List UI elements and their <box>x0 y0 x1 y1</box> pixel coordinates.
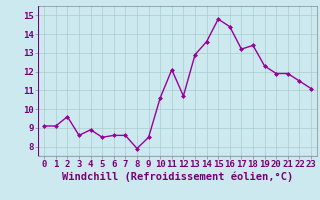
X-axis label: Windchill (Refroidissement éolien,°C): Windchill (Refroidissement éolien,°C) <box>62 172 293 182</box>
